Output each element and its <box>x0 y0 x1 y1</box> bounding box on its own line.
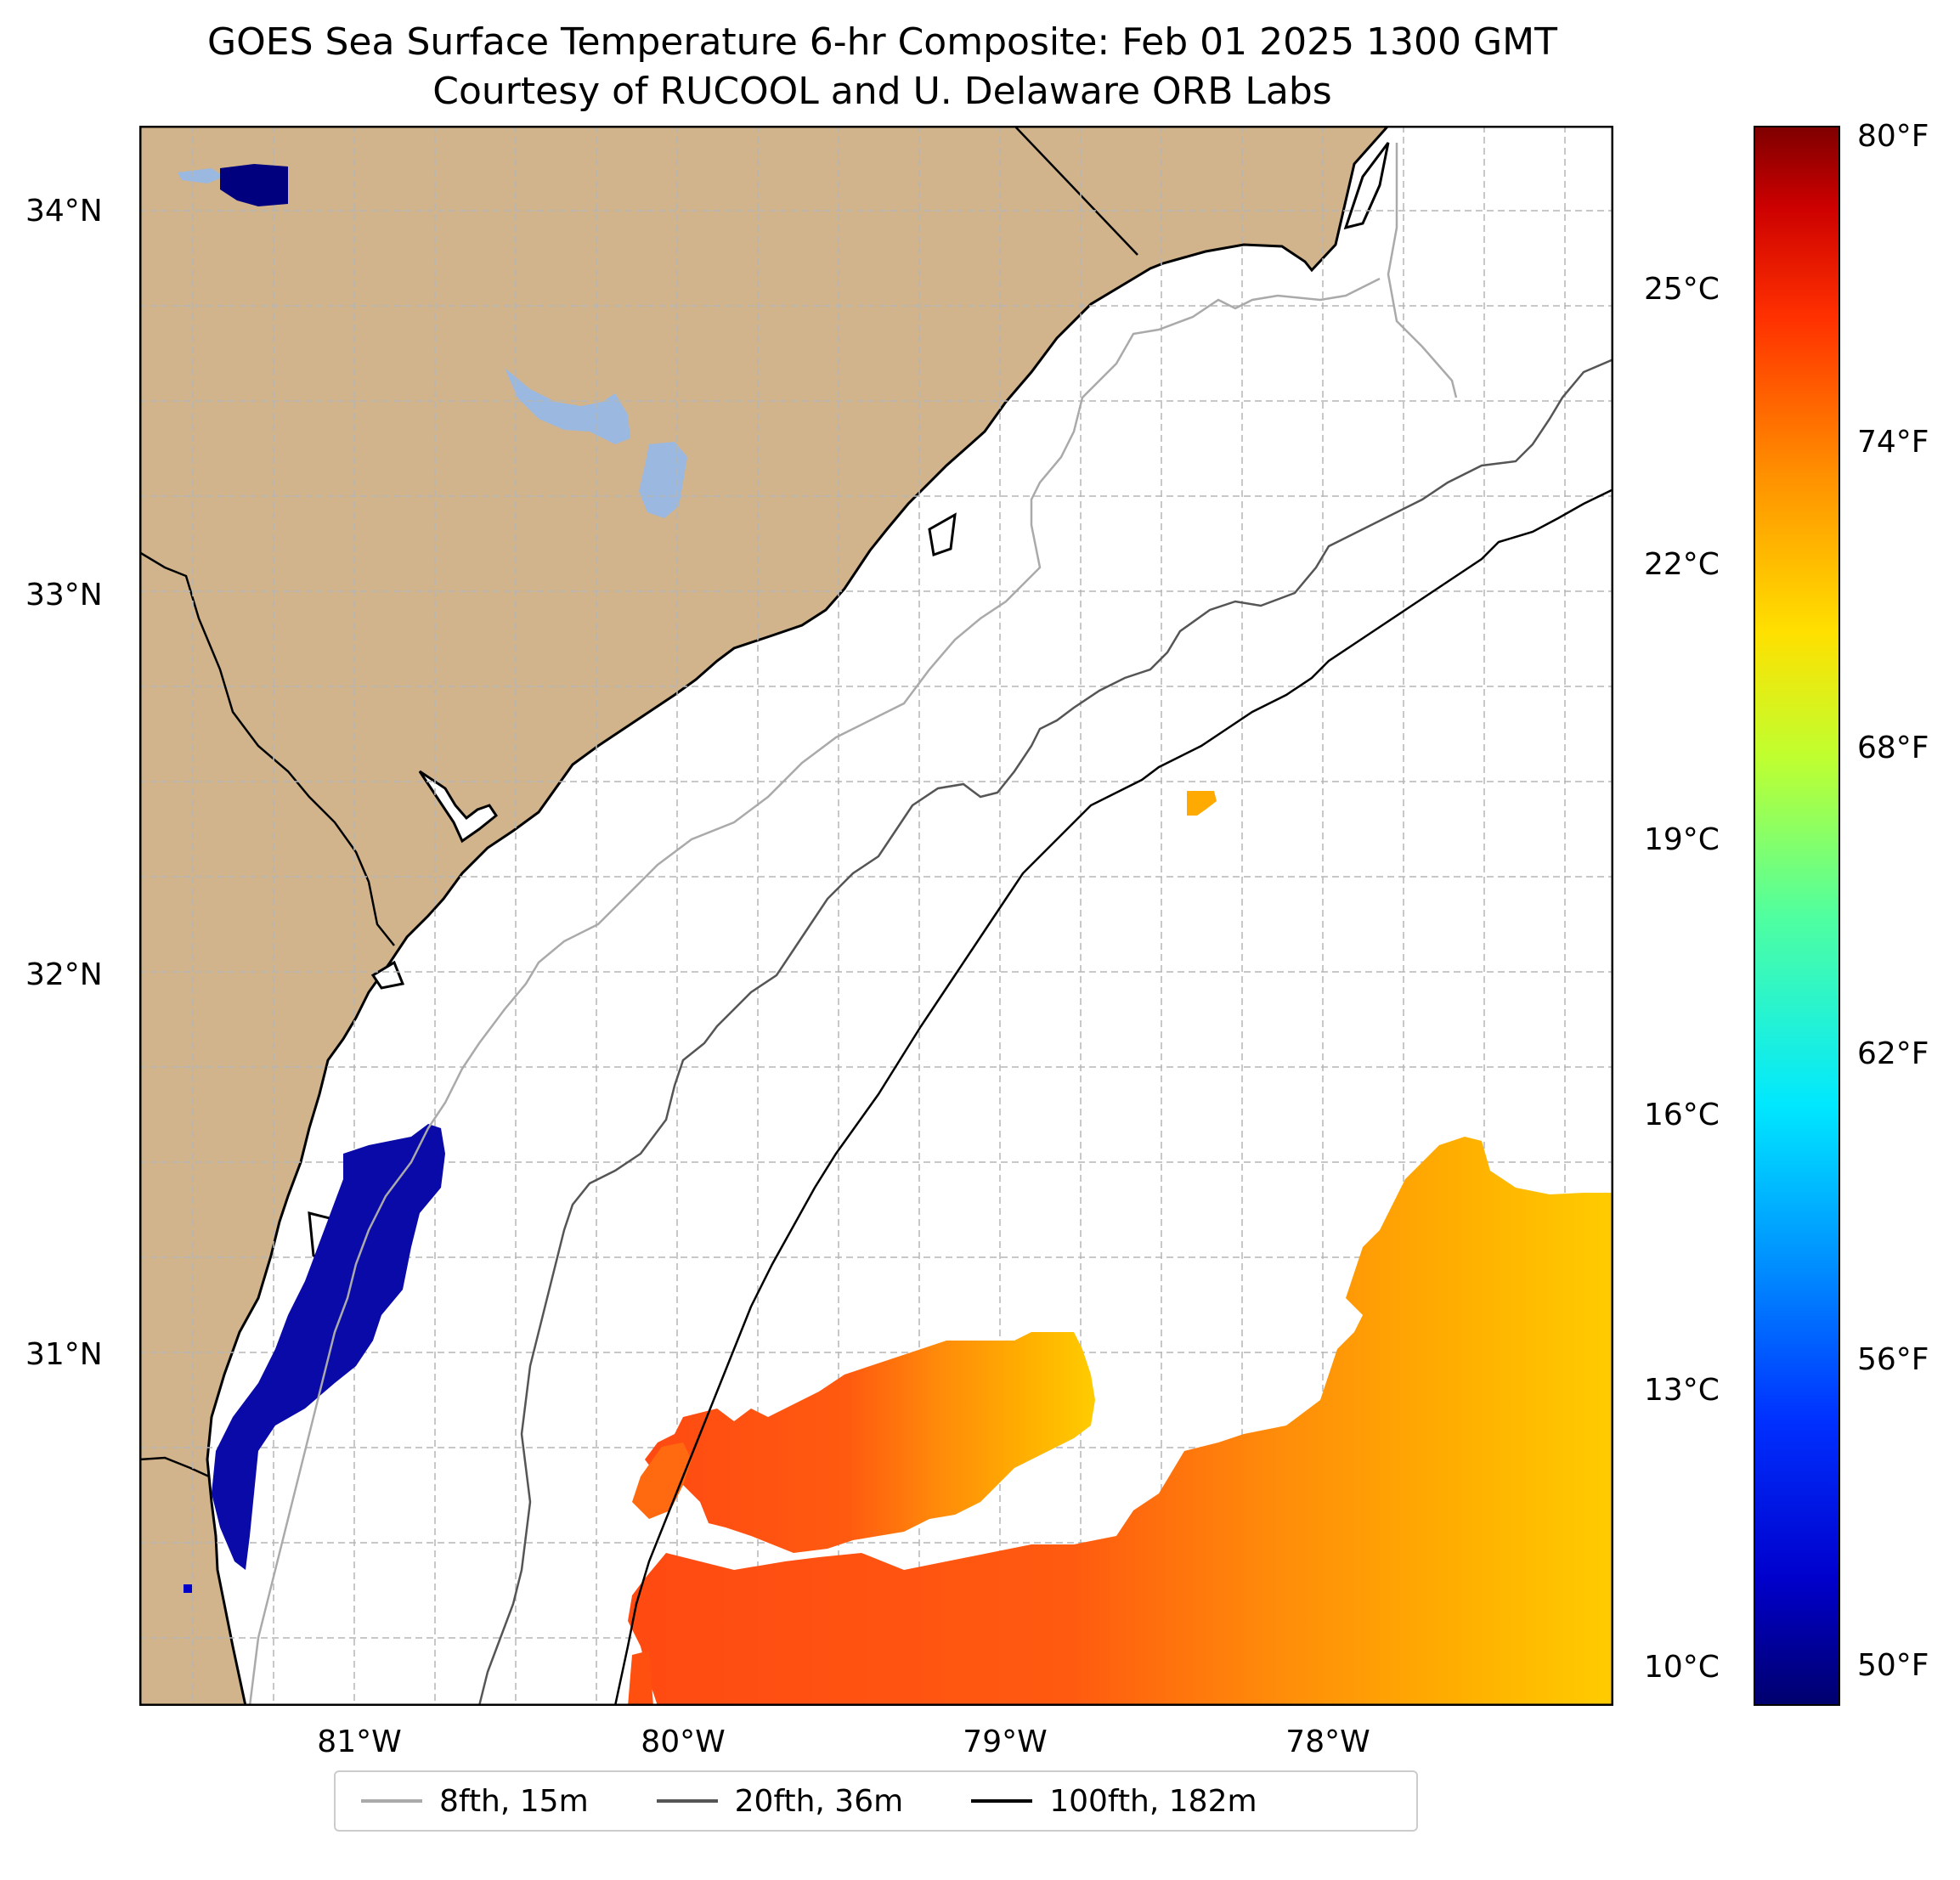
contour-8fth <box>248 143 1458 1706</box>
legend-item-100fth: 100fth, 182m <box>971 1784 1257 1819</box>
state-border-3 <box>139 1456 210 1478</box>
contour-legend: 8fth, 15m 20fth, 36m 100fth, 182m <box>334 1770 1418 1832</box>
land-mass <box>139 126 1391 1706</box>
cbar-f-68: 68°F <box>1857 731 1929 765</box>
sst-warm-region <box>645 1332 1095 1553</box>
sst-cold-fragment <box>220 164 288 206</box>
cbar-c-25: 25°C <box>1644 272 1720 307</box>
sst-warm-region-2 <box>628 1137 1613 1706</box>
legend-line-20fth <box>656 1799 718 1803</box>
contour-100fth <box>613 488 1613 1706</box>
lat-label-33: 33°N <box>25 578 103 613</box>
lon-label-79: 79°W <box>963 1725 1048 1759</box>
legend-label-8fth: 8fth, 15m <box>439 1783 589 1819</box>
lon-label-81: 81°W <box>317 1725 402 1759</box>
cbar-f-56: 56°F <box>1857 1342 1929 1377</box>
contour-20fth <box>477 358 1613 1706</box>
inlet-1 <box>418 770 499 844</box>
colorbar <box>1754 126 1840 1706</box>
legend-item-20fth: 20fth, 36m <box>656 1783 904 1819</box>
sst-cold-patch <box>212 1124 445 1570</box>
legend-label-20fth: 20fth, 36m <box>734 1783 904 1819</box>
lake-small <box>178 168 224 183</box>
cbar-f-80: 80°F <box>1857 119 1929 154</box>
legend-line-8fth <box>361 1799 422 1803</box>
sst-warm-bottom-fringe <box>628 1651 653 1706</box>
cbar-c-22: 22°C <box>1644 547 1720 582</box>
cbar-c-16: 16°C <box>1644 1098 1720 1132</box>
state-border <box>1014 126 1138 256</box>
sst-warm-isolated <box>1187 791 1217 816</box>
inlet-4 <box>928 512 957 557</box>
sst-warm-left <box>632 1442 692 1519</box>
lon-label-80: 80°W <box>641 1725 726 1759</box>
inlet-5 <box>1343 142 1390 230</box>
cbar-f-50: 50°F <box>1857 1648 1929 1683</box>
sst-cold-pixel <box>184 1584 192 1593</box>
cbar-f-62: 62°F <box>1857 1036 1929 1071</box>
cbar-c-10: 10°C <box>1644 1650 1720 1685</box>
map-frame <box>139 126 1613 1706</box>
legend-label-100fth: 100fth, 182m <box>1049 1783 1257 1819</box>
lat-label-34: 34°N <box>25 194 103 229</box>
legend-line-100fth <box>971 1799 1033 1803</box>
map-subtitle: Courtesy of RUCOOL and U. Delaware ORB L… <box>432 70 1332 113</box>
lake-moultrie <box>639 442 687 518</box>
legend-item-8fth: 8fth, 15m <box>361 1784 589 1819</box>
lat-label-31: 31°N <box>25 1337 103 1372</box>
cbar-c-13: 13°C <box>1644 1373 1720 1408</box>
map-title: GOES Sea Surface Temperature 6-hr Compos… <box>207 20 1557 64</box>
lon-label-78: 78°W <box>1285 1725 1370 1759</box>
cbar-c-19: 19°C <box>1644 822 1720 857</box>
sst-map <box>139 126 1613 1706</box>
lat-label-32: 32°N <box>25 957 103 992</box>
cbar-f-74: 74°F <box>1857 425 1929 460</box>
inlet-2 <box>370 960 405 990</box>
lake-marion <box>505 368 630 444</box>
